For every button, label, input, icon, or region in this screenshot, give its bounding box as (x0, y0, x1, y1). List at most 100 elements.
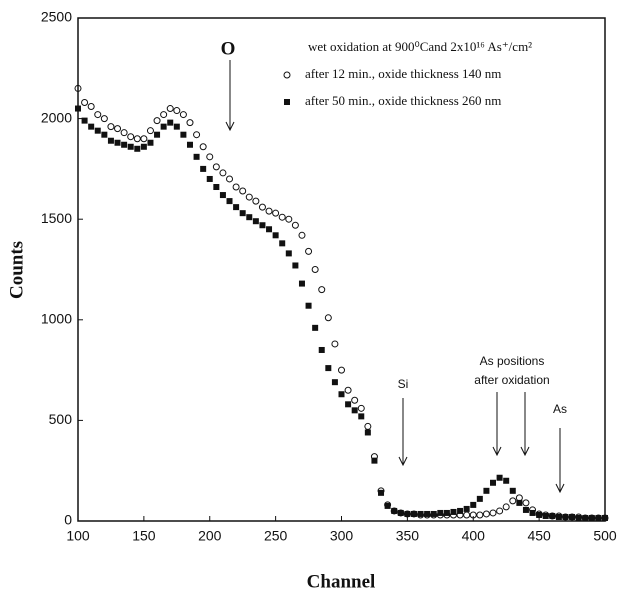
annotation: after oxidation (474, 373, 549, 387)
data-point (357, 404, 365, 412)
data-point (364, 422, 372, 430)
data-point (272, 232, 279, 239)
data-point (476, 495, 483, 502)
data-point (120, 129, 128, 137)
data-point (378, 489, 385, 496)
data-point (305, 247, 313, 255)
data-point (127, 133, 135, 141)
y-tick-label: 2000 (41, 109, 72, 125)
legend-title: wet oxidation at 900⁰Cand 2x10¹⁶ As⁺/cm² (308, 39, 532, 54)
data-point (312, 324, 319, 331)
data-point (160, 123, 167, 130)
data-point (424, 510, 431, 517)
data-point (555, 513, 562, 520)
data-point (602, 514, 608, 521)
data-point (87, 103, 95, 111)
arrow-head (520, 446, 530, 457)
legend-label: after 50 min., oxide thickness 260 nm (305, 93, 501, 108)
x-tick-label: 400 (462, 528, 486, 544)
data-point (371, 457, 378, 464)
data-point (582, 514, 589, 521)
data-point (239, 187, 247, 195)
data-point (167, 119, 174, 126)
data-point (503, 477, 510, 484)
data-point (391, 507, 398, 514)
data-point (490, 479, 497, 486)
data-point (193, 153, 200, 160)
data-point (437, 509, 444, 516)
data-point (252, 197, 260, 205)
data-point (147, 139, 154, 146)
data-point (219, 169, 227, 177)
data-point (81, 117, 88, 124)
data-point (81, 99, 89, 107)
arrow-head (555, 483, 565, 494)
data-point (345, 401, 352, 408)
arrow-head (225, 121, 235, 132)
data-point (338, 366, 345, 374)
data-point (232, 183, 240, 191)
data-point (179, 111, 187, 119)
data-point (358, 413, 365, 420)
data-point (483, 487, 490, 494)
data-point (186, 119, 194, 127)
data-point (536, 511, 543, 518)
data-point (166, 105, 174, 113)
y-tick-label: 1500 (41, 210, 72, 226)
data-point (239, 210, 246, 217)
x-tick-label: 150 (132, 528, 156, 544)
arrow-head (398, 456, 408, 467)
data-point (140, 135, 148, 143)
data-point (522, 499, 530, 507)
data-point (509, 487, 516, 494)
y-tick-label: 1000 (41, 311, 72, 327)
data-point (100, 115, 108, 123)
data-point (318, 346, 325, 353)
data-point (470, 501, 477, 508)
data-point (443, 509, 450, 516)
data-point (457, 507, 464, 514)
data-point (305, 302, 312, 309)
data-point (496, 474, 503, 481)
data-point (397, 509, 404, 516)
legend-marker (283, 71, 291, 79)
data-point (522, 506, 529, 513)
x-tick-label: 300 (330, 528, 354, 544)
data-point (219, 192, 226, 199)
data-point (213, 184, 220, 191)
data-point (180, 131, 187, 138)
x-tick-label: 100 (66, 528, 90, 544)
data-point (482, 510, 490, 518)
data-point (245, 193, 253, 201)
data-point (298, 231, 306, 239)
data-point (344, 386, 352, 394)
data-point (311, 266, 319, 273)
data-point (417, 510, 424, 517)
annotation: As positions (480, 354, 545, 368)
data-point (173, 123, 180, 130)
data-point (75, 105, 81, 112)
data-point (94, 127, 101, 134)
data-point (206, 153, 214, 161)
data-point (186, 141, 193, 148)
y-axis-label: Counts (6, 241, 27, 299)
data-point (489, 509, 497, 517)
data-point (206, 175, 213, 182)
y-tick-label: 2500 (41, 9, 72, 25)
annotation: O (221, 38, 236, 59)
data-point (588, 514, 595, 521)
data-point (200, 165, 207, 172)
data-point (476, 511, 484, 519)
data-point (298, 280, 305, 287)
data-point (292, 262, 299, 269)
data-point (233, 204, 240, 211)
data-point (160, 111, 168, 119)
data-point (285, 215, 293, 223)
data-point (226, 198, 233, 205)
x-tick-label: 450 (527, 528, 551, 544)
data-point (134, 145, 141, 152)
x-tick-label: 350 (396, 528, 420, 544)
data-point (463, 505, 470, 512)
data-point (542, 512, 549, 519)
